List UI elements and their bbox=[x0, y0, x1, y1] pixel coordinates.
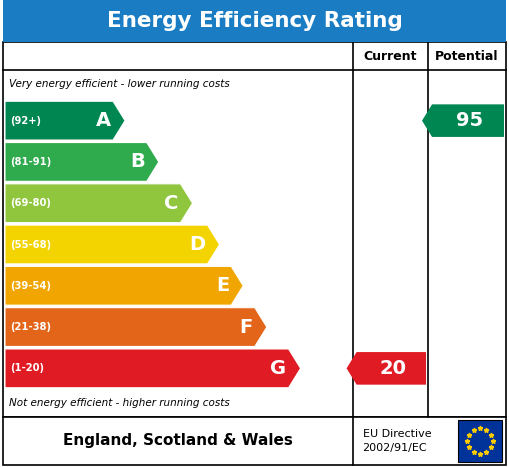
Text: Not energy efficient - higher running costs: Not energy efficient - higher running co… bbox=[9, 398, 230, 408]
Polygon shape bbox=[5, 308, 267, 347]
Bar bbox=[3, 42, 506, 417]
Text: C: C bbox=[164, 194, 179, 212]
Text: (81-91): (81-91) bbox=[10, 157, 51, 167]
Bar bbox=[3, 0, 506, 42]
Text: EU Directive: EU Directive bbox=[362, 429, 431, 439]
Text: (21-38): (21-38) bbox=[10, 322, 51, 332]
Text: 2002/91/EC: 2002/91/EC bbox=[362, 443, 427, 453]
Polygon shape bbox=[422, 104, 504, 137]
Text: England, Scotland & Wales: England, Scotland & Wales bbox=[63, 433, 293, 448]
Polygon shape bbox=[5, 184, 192, 223]
Text: Energy Efficiency Rating: Energy Efficiency Rating bbox=[106, 11, 403, 31]
Text: (55-68): (55-68) bbox=[10, 240, 51, 249]
Text: B: B bbox=[130, 152, 145, 171]
Text: (39-54): (39-54) bbox=[10, 281, 51, 291]
Bar bbox=[458, 420, 502, 462]
Text: D: D bbox=[189, 235, 206, 254]
Text: F: F bbox=[240, 318, 253, 337]
Text: Very energy efficient - lower running costs: Very energy efficient - lower running co… bbox=[9, 79, 230, 89]
Polygon shape bbox=[5, 349, 301, 388]
Text: 95: 95 bbox=[457, 111, 484, 130]
Polygon shape bbox=[5, 225, 219, 264]
Polygon shape bbox=[347, 352, 426, 385]
Text: (1-20): (1-20) bbox=[10, 363, 44, 373]
Text: (92+): (92+) bbox=[10, 116, 41, 126]
Text: (69-80): (69-80) bbox=[10, 198, 51, 208]
Polygon shape bbox=[5, 101, 125, 140]
Text: A: A bbox=[96, 111, 111, 130]
Text: E: E bbox=[216, 276, 229, 295]
Bar bbox=[3, 417, 506, 465]
Text: G: G bbox=[270, 359, 287, 378]
Text: Current: Current bbox=[363, 50, 417, 63]
Text: Potential: Potential bbox=[435, 50, 499, 63]
Text: 20: 20 bbox=[380, 359, 407, 378]
Polygon shape bbox=[5, 266, 243, 305]
Polygon shape bbox=[5, 142, 159, 181]
